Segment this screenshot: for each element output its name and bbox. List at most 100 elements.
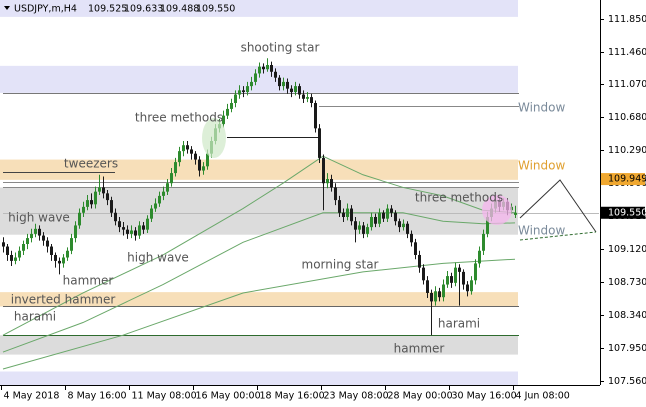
candle-body [26,238,29,245]
candle-body [70,238,73,251]
zone [0,187,518,235]
candle-body [194,153,197,160]
candle-body [42,235,45,241]
candle-body [106,193,109,201]
price-tag-label: 109.550 [608,207,646,218]
candle-body [166,183,169,192]
candle-body [402,223,405,228]
candle-body [350,208,353,222]
candle-body [354,221,357,230]
ohlc-value: 109.550 [196,4,235,15]
candle-body [246,86,249,93]
annotation: three methods [135,111,223,125]
candle-body [30,233,33,239]
candle-body [390,208,393,213]
forecast-line [519,231,597,241]
candle-body [306,97,309,99]
candle-body [270,65,273,72]
candle-body [454,267,457,283]
annotation: inverted hammer [11,293,116,307]
menu-arrow [4,6,10,10]
candle-body [174,162,177,174]
annotation: harami [14,310,56,324]
candle-body [446,276,449,285]
annotation: hammer [63,274,114,288]
moving-average [2,212,516,353]
candle-body [374,216,377,224]
candle-body [334,187,337,201]
candle-body [266,65,269,70]
candle-body [162,191,165,196]
candle-body [74,225,77,239]
candle-body [54,254,57,261]
candle-body [426,280,429,293]
y-tick-label: 110.290 [608,145,646,156]
candle-body [190,149,193,154]
x-tick-label: 23 May 08:00 [324,391,389,402]
candle-body [286,81,289,89]
candle-body [358,225,361,230]
candle-body [118,221,121,228]
plot-area [0,0,599,385]
y-tick-label: 109.120 [608,244,646,255]
candle-body [366,227,369,234]
candle-body [378,212,381,224]
candle-body [134,230,137,236]
x-tick-label: 18 May 16:00 [260,391,325,402]
candle-body [6,246,9,255]
candle-body [178,151,181,163]
candle-body [362,225,365,234]
x-tick-label: 16 May 00:00 [196,391,261,402]
symbol: USDJPY,m,H4 [14,4,77,15]
zone [0,159,518,180]
candle-body [302,94,305,99]
y-tick-label: 111.850 [608,14,646,25]
candle-body [138,225,141,236]
candle-body [386,208,389,219]
candle-body [482,233,485,251]
candle-body [394,212,397,222]
zone [0,292,518,307]
candle-body [78,212,81,226]
candle-body [310,97,313,104]
y-tick-label: 107.560 [608,376,646,387]
candle-body [418,254,421,268]
candle-body [290,88,293,93]
candle-body [58,260,61,264]
candle-body [278,77,281,87]
candle-body [242,90,245,93]
candle-body [338,200,341,213]
candle-body [34,228,37,234]
annotation: hammer [394,342,445,356]
price-tag [601,206,645,219]
ohlc-value: 109.525 [88,4,127,15]
x-tick-label: 28 May 00:00 [388,391,453,402]
candle-body [478,250,481,264]
candle-body [262,66,265,70]
candle-body [66,250,69,258]
annotation: harami [438,317,480,331]
candle-body [254,73,257,82]
candle-body [98,187,101,192]
overlay: shooting star three methods tweezers hig… [8,41,597,356]
candle-body [258,66,261,74]
candle-body [2,242,5,247]
candle-body [142,225,145,230]
annotation: three methods [415,191,503,205]
candle-body [398,221,401,228]
candle-body [282,81,285,87]
y-tick-label: 107.950 [608,343,646,354]
candle-body [22,244,25,251]
candle-body [46,240,49,247]
candle-body [154,203,157,209]
candle-body [298,86,301,95]
candle-body [238,90,241,95]
candle-body [322,157,325,184]
x-tick-label: 11 May 08:00 [132,391,197,402]
y-tick-label: 110.680 [608,112,646,123]
candle-body [382,212,385,219]
candle-body [94,191,97,205]
x-tick-label: 4 Jun 08:00 [516,391,570,402]
candle-body [326,178,329,184]
